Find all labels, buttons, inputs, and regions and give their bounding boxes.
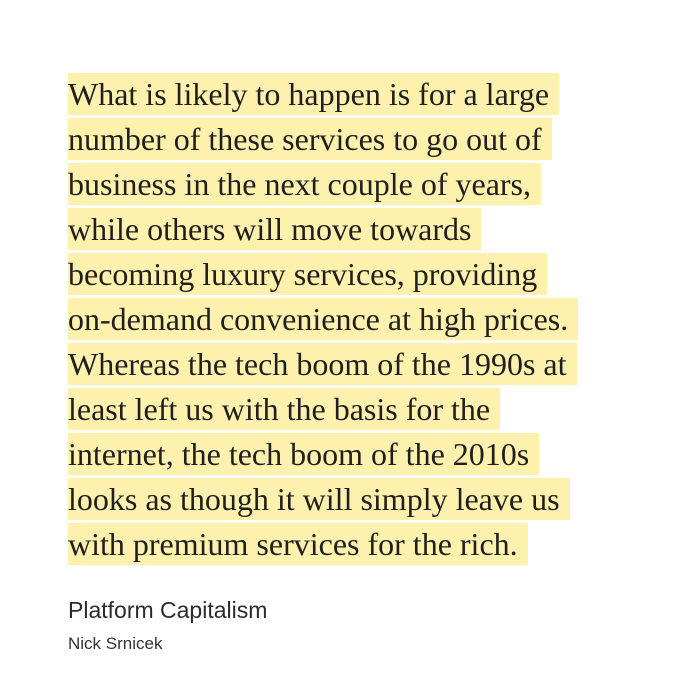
highlighted-text: looks as though it will simply leave us bbox=[68, 478, 570, 520]
highlighted-text: business in the next couple of years, bbox=[68, 163, 541, 205]
quote-line: becoming luxury services, providing bbox=[68, 252, 632, 297]
highlighted-quote: What is likely to happen is for a large … bbox=[68, 72, 632, 567]
quote-line: least left us with the basis for the bbox=[68, 387, 632, 432]
quote-line: looks as though it will simply leave us bbox=[68, 477, 632, 522]
author-name[interactable]: Nick Srnicek bbox=[68, 634, 163, 653]
quote-line: Whereas the tech boom of the 1990s at bbox=[68, 342, 632, 387]
quote-line: number of these services to go out of bbox=[68, 117, 632, 162]
highlighted-text: while others will move towards bbox=[68, 208, 482, 250]
highlighted-text: What is likely to happen is for a large bbox=[68, 73, 560, 115]
quote-line: business in the next couple of years, bbox=[68, 162, 632, 207]
highlighted-text: on-demand convenience at high prices. bbox=[68, 298, 579, 340]
highlighted-text: number of these services to go out of bbox=[68, 118, 552, 160]
highlighted-text: with premium services for the rich. bbox=[68, 523, 528, 565]
quote-line: What is likely to happen is for a large bbox=[68, 72, 632, 117]
highlighted-text: internet, the tech boom of the 2010s bbox=[68, 433, 540, 475]
quote-line: while others will move towards bbox=[68, 207, 632, 252]
quote-source: Platform Capitalism Nick Srnicek bbox=[68, 596, 267, 654]
highlighted-text: least left us with the basis for the bbox=[68, 388, 501, 430]
quote-line: internet, the tech boom of the 2010s bbox=[68, 432, 632, 477]
highlighted-text: becoming luxury services, providing bbox=[68, 253, 548, 295]
highlighted-text: Whereas the tech boom of the 1990s at bbox=[68, 343, 577, 385]
book-title[interactable]: Platform Capitalism bbox=[68, 597, 268, 623]
quote-line: on-demand convenience at high prices. bbox=[68, 297, 632, 342]
quote-line: with premium services for the rich. bbox=[68, 522, 632, 567]
